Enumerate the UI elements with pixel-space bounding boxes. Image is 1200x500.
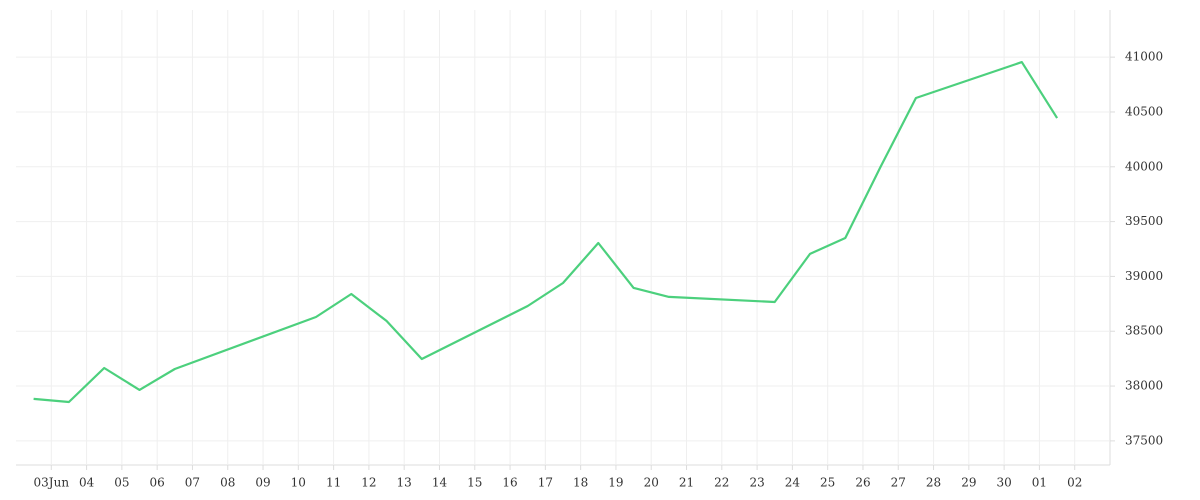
- x-tick-label: 07: [185, 476, 200, 490]
- x-tick-label: 28: [926, 476, 941, 490]
- x-tick-label: 11: [326, 476, 341, 490]
- x-tick-label: 03Jun: [34, 476, 70, 490]
- y-tick-label: 40500: [1125, 104, 1163, 118]
- x-tick-label: 04: [79, 476, 95, 490]
- x-tick-label: 06: [150, 476, 165, 490]
- series-line: [33, 61, 1059, 404]
- x-tick-label: 29: [961, 476, 976, 490]
- x-tick-label: 16: [502, 476, 517, 490]
- y-tick-label: 37500: [1125, 433, 1163, 447]
- x-tick-label: 19: [608, 476, 623, 490]
- x-tick-label: 02: [1067, 476, 1082, 490]
- x-tick-label: 13: [397, 476, 412, 490]
- y-tick-label: 39000: [1125, 269, 1163, 283]
- y-tick-label: 39500: [1125, 214, 1163, 228]
- y-tick-label: 38500: [1125, 324, 1163, 338]
- x-tick-label: 20: [644, 476, 659, 490]
- x-tick-label: 22: [714, 476, 729, 490]
- x-tick-label: 30: [996, 476, 1011, 490]
- x-tick-label: 14: [432, 476, 448, 490]
- x-tick-label: 01: [1032, 476, 1047, 490]
- x-tick-label: 25: [820, 476, 835, 490]
- x-tick-label: 09: [255, 476, 270, 490]
- x-tick-label: 27: [891, 476, 906, 490]
- x-tick-label: 15: [467, 476, 482, 490]
- x-tick-label: 24: [785, 476, 801, 490]
- x-tick-label: 10: [291, 476, 306, 490]
- x-tick-label: 05: [114, 476, 129, 490]
- x-tick-label: 12: [361, 476, 376, 490]
- x-tick-label: 08: [220, 476, 235, 490]
- y-tick-label: 38000: [1125, 379, 1163, 393]
- y-tick-label: 40000: [1125, 159, 1163, 173]
- y-tick-label: 41000: [1125, 50, 1163, 64]
- x-tick-label: 21: [679, 476, 694, 490]
- x-tick-label: 23: [749, 476, 764, 490]
- x-tick-label: 18: [573, 476, 588, 490]
- x-tick-label: 26: [855, 476, 870, 490]
- x-tick-label: 17: [538, 476, 553, 490]
